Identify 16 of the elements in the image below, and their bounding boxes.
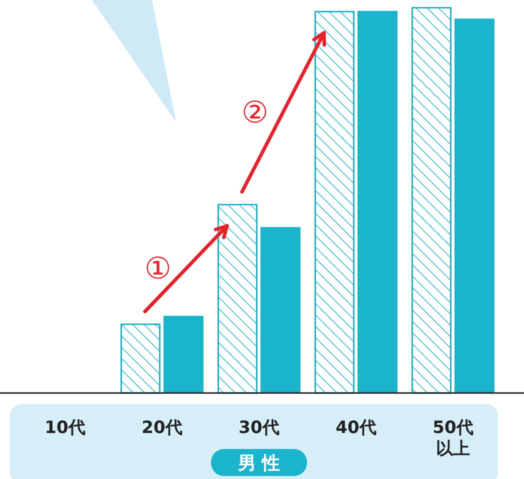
bar [120,324,160,394]
bar [260,227,300,393]
bar [164,316,204,393]
annotation: ② [242,95,268,130]
annotation: ① [144,252,172,287]
x-tick-label: 10代 [44,418,86,438]
bar [358,10,398,393]
bar [454,18,494,393]
text: 男 性 [236,453,280,474]
bar [218,204,258,394]
bar [412,7,452,394]
x-tick-label: 50代以上 [432,418,474,459]
x-tick-label: 20代 [142,418,182,438]
x-tick-label: 40代 [336,418,376,438]
x-tick-label: 30代 [238,418,280,438]
bar [314,10,354,394]
